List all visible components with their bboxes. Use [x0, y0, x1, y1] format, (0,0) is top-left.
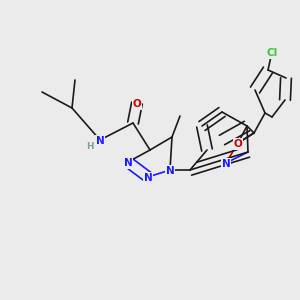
Text: N: N: [124, 158, 132, 168]
Text: Cl: Cl: [266, 48, 278, 58]
Text: O: O: [133, 99, 141, 109]
Text: N: N: [144, 173, 152, 183]
Text: N: N: [222, 159, 230, 169]
Text: O: O: [234, 139, 242, 149]
Text: N: N: [96, 136, 104, 146]
Text: N: N: [166, 166, 174, 176]
Text: H: H: [86, 142, 94, 151]
